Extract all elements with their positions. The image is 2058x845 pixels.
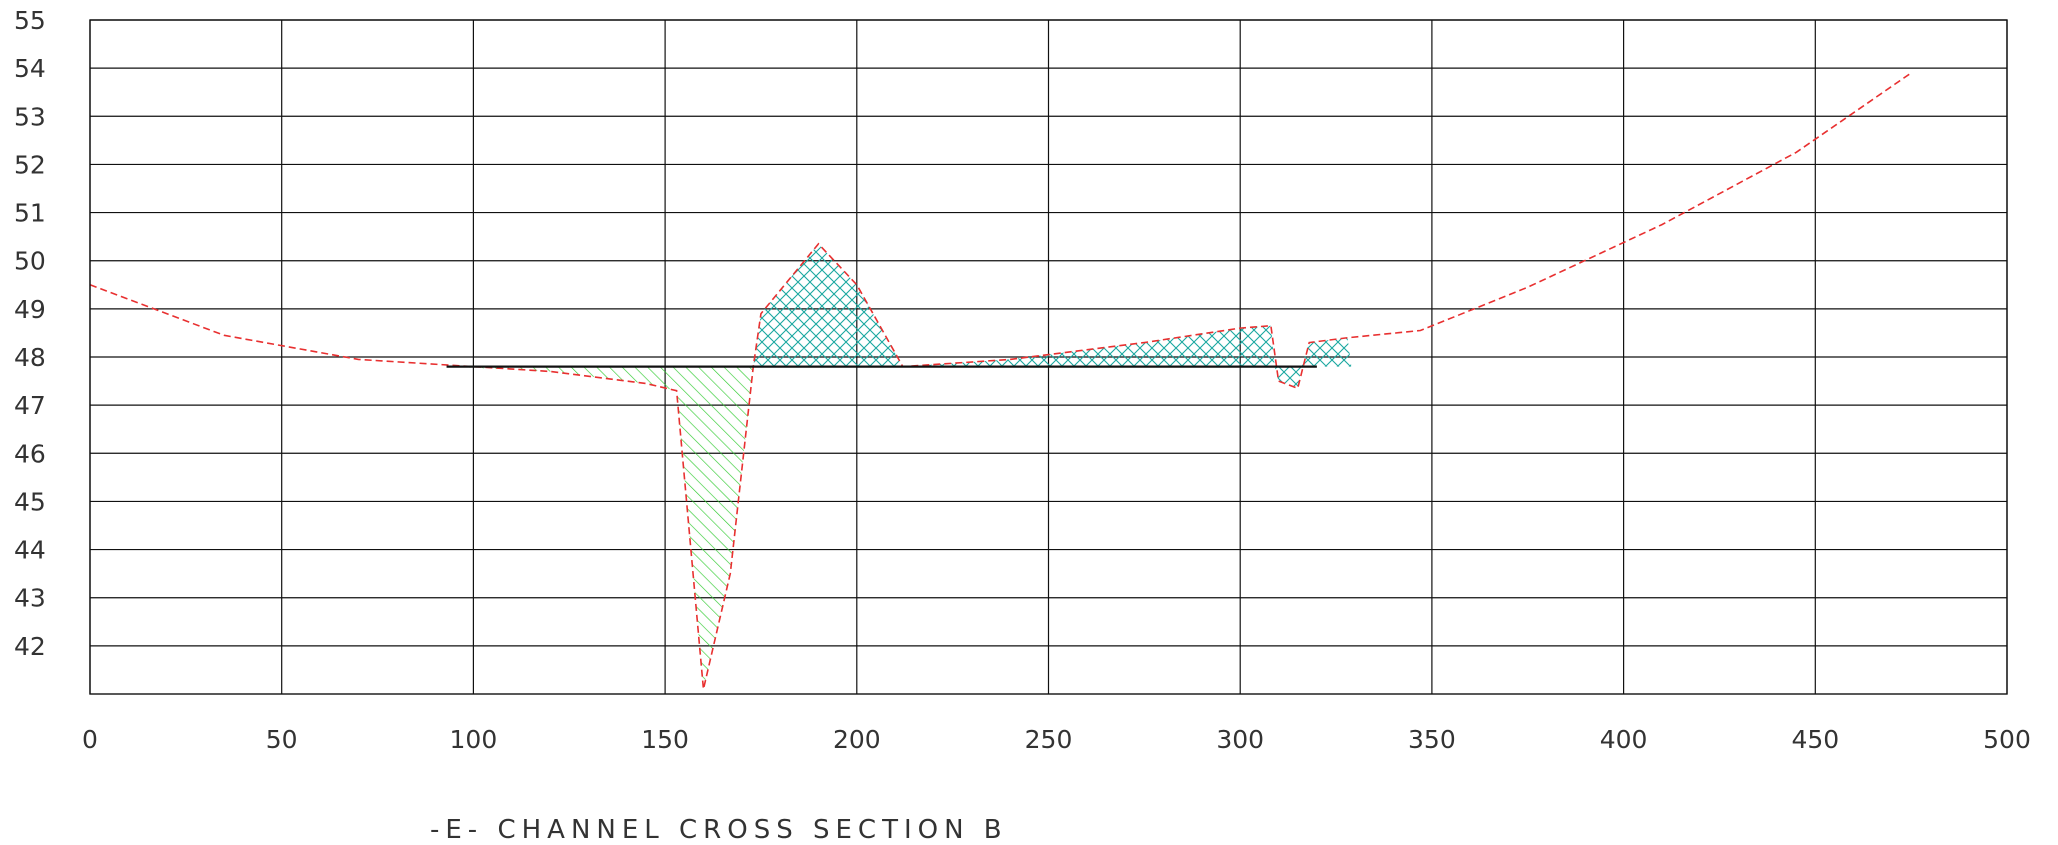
y-tick-label-50: 50 — [14, 247, 46, 276]
y-tick-label-48: 48 — [14, 343, 46, 372]
x-tick-label-150: 150 — [641, 725, 689, 754]
fill-region-3 — [1274, 366, 1302, 389]
fill-region-2 — [902, 325, 1275, 367]
hatched-regions — [446, 243, 1352, 690]
x-tick-label-350: 350 — [1408, 725, 1456, 754]
x-tick-label-300: 300 — [1216, 725, 1264, 754]
y-tick-label-53: 53 — [14, 102, 46, 131]
fill-region-4 — [1301, 337, 1352, 367]
x-tick-label-200: 200 — [833, 725, 881, 754]
y-tick-label-44: 44 — [14, 536, 46, 565]
x-tick-label-450: 450 — [1791, 725, 1839, 754]
x-tick-label-0: 0 — [82, 725, 98, 754]
y-tick-label-54: 54 — [14, 54, 46, 83]
x-tick-label-400: 400 — [1600, 725, 1648, 754]
y-tick-label-51: 51 — [14, 199, 46, 228]
y-tick-label-52: 52 — [14, 150, 46, 179]
y-tick-label-47: 47 — [14, 391, 46, 420]
y-tick-label-42: 42 — [14, 632, 46, 661]
x-axis-tick-labels: 0 50 100 150 200 250 300 350 400 450 500 — [82, 725, 2031, 754]
section-title: -E- CHANNEL CROSS SECTION B — [430, 815, 1008, 845]
y-tick-label-43: 43 — [14, 584, 46, 613]
x-tick-label-50: 50 — [266, 725, 298, 754]
fill-region-1 — [753, 243, 903, 367]
y-tick-label-46: 46 — [14, 439, 46, 468]
cut-region-0 — [446, 366, 754, 690]
x-tick-label-250: 250 — [1025, 725, 1073, 754]
existing-ground-line — [89, 72, 1912, 690]
y-tick-label-55: 55 — [14, 6, 46, 35]
profile-lines — [89, 72, 1912, 690]
x-tick-label-500: 500 — [1983, 725, 2031, 754]
y-tick-label-45: 45 — [14, 487, 46, 516]
x-tick-label-100: 100 — [450, 725, 498, 754]
y-axis-tick-labels: 42 43 44 45 46 47 48 49 50 51 52 53 54 55 — [14, 6, 46, 661]
y-tick-label-49: 49 — [14, 295, 46, 324]
plot-frame — [89, 19, 2008, 695]
